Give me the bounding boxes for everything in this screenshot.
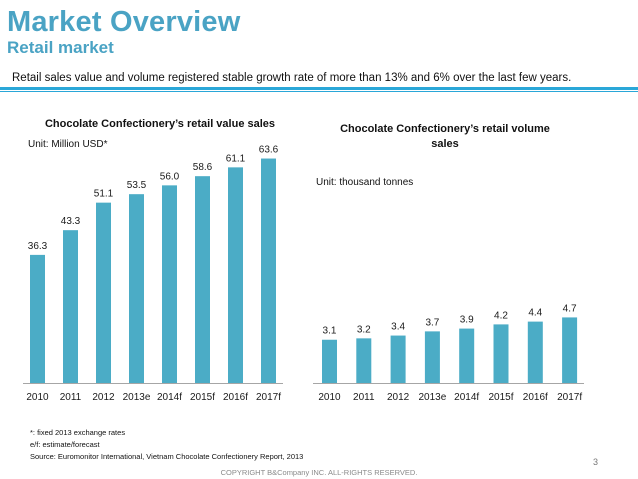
value-bar-2016f <box>228 167 243 383</box>
value-data-label: 36.3 <box>28 241 48 252</box>
volume-bar-2016f <box>527 321 543 383</box>
volume-bar-2014f <box>459 328 475 383</box>
volume-bar-2013e <box>424 331 440 383</box>
volume-x-tick-label: 2010 <box>318 392 341 403</box>
value-x-tick-label: 2014f <box>157 392 182 403</box>
value-x-tick-label: 2011 <box>60 392 82 403</box>
volume-x-tick-label: 2017f <box>557 392 582 403</box>
volume-data-label: 3.4 <box>391 322 405 333</box>
value-chart-unit: Unit: Million USD* <box>28 139 108 150</box>
volume-data-label: 3.9 <box>460 315 474 326</box>
divider-thick <box>0 87 638 90</box>
volume-x-tick-label: 2014f <box>454 392 479 403</box>
footnote-exchange-rate: *: fixed 2013 exchange rates <box>30 428 126 437</box>
volume-chart-unit: Unit: thousand tonnes <box>316 177 414 188</box>
volume-bar-2015f <box>493 324 509 383</box>
copyright-text: COPYRIGHT B&Company INC. ALL-RIGHTS RESE… <box>220 468 418 477</box>
page-subtitle: Retail market <box>7 38 114 57</box>
volume-x-tick-label: 2013e <box>418 392 446 403</box>
value-x-tick-label: 2012 <box>92 392 115 403</box>
value-data-label: 51.1 <box>94 189 114 200</box>
value-data-label: 61.1 <box>226 153 246 164</box>
value-x-tick-label: 2010 <box>26 392 49 403</box>
value-bar-2011 <box>63 230 78 383</box>
value-bar-2013e <box>129 194 144 383</box>
footnote-source: Source: Euromonitor International, Vietn… <box>30 452 304 461</box>
volume-chart-title: Chocolate Confectionery’s retail volume … <box>340 123 550 150</box>
value-x-tick-label: 2015f <box>190 392 215 403</box>
value-x-tick-label: 2017f <box>256 392 281 403</box>
value-data-label: 58.6 <box>193 162 213 173</box>
volume-data-label: 4.7 <box>563 303 577 314</box>
footnote-estimate: e/f: estimate/forecast <box>30 440 100 449</box>
value-chart-title: Chocolate Confectionery’s retail value s… <box>44 118 276 130</box>
value-x-tick-label: 2016f <box>223 392 248 403</box>
volume-x-tick-label: 2012 <box>387 392 410 403</box>
divider-thin <box>0 91 638 92</box>
volume-data-label: 3.1 <box>323 326 337 337</box>
volume-data-label: 3.7 <box>425 317 439 328</box>
value-bar-2017f <box>261 158 276 383</box>
value-bar-2010 <box>30 254 45 383</box>
value-data-label: 43.3 <box>61 216 81 227</box>
volume-bar-2011 <box>356 338 372 383</box>
value-data-label: 56.0 <box>160 171 180 182</box>
value-bar-2014f <box>162 185 177 383</box>
lead-text: Retail sales value and volume registered… <box>12 72 572 84</box>
value-bar-2012 <box>96 202 111 383</box>
volume-bar-2010 <box>322 339 337 383</box>
page-title: Market Overview <box>7 6 241 38</box>
value-data-label: 63.6 <box>259 145 279 156</box>
value-data-label: 53.5 <box>127 180 147 191</box>
page-number: 3 <box>593 457 599 467</box>
volume-data-label: 4.4 <box>528 308 542 319</box>
volume-x-tick-label: 2011 <box>353 392 375 403</box>
volume-x-tick-label: 2016f <box>523 392 548 403</box>
volume-data-label: 4.2 <box>494 310 508 321</box>
volume-bar-2012 <box>390 335 406 383</box>
volume-x-tick-label: 2015f <box>488 392 513 403</box>
value-bar-2015f <box>195 176 210 383</box>
volume-bar-2017f <box>562 317 578 383</box>
volume-data-label: 3.2 <box>357 324 371 335</box>
value-x-tick-label: 2013e <box>123 392 151 403</box>
